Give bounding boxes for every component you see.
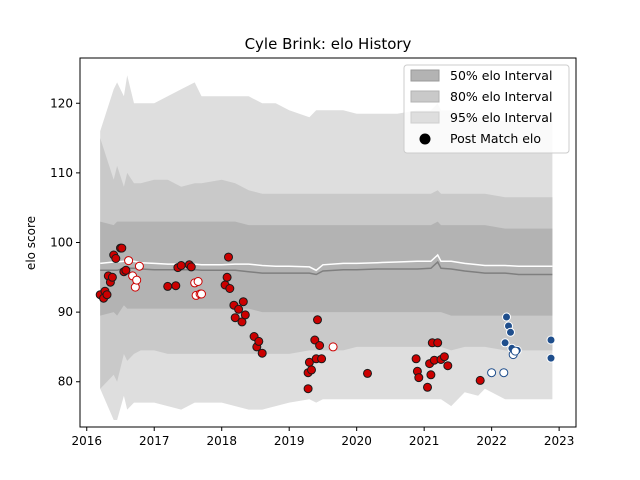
x-tick-label-2021: 2021 <box>409 434 440 448</box>
data-point-red-filled-12 <box>121 265 131 275</box>
legend: 50% elo Interval 80% elo Interval 95% el… <box>403 64 570 154</box>
y-tick-label-110: 110 <box>50 166 73 180</box>
data-point-red-filled-31 <box>254 336 264 346</box>
y-tick-label-100: 100 <box>50 236 73 250</box>
band-50 <box>100 221 553 316</box>
x-tick-label-2018: 2018 <box>206 434 237 448</box>
data-point-red-filled-39 <box>313 315 322 325</box>
data-point-red-filled-54 <box>443 361 453 371</box>
data-point-red-filled-42 <box>363 368 372 378</box>
y-axis-label: elo score <box>24 216 38 270</box>
data-point-blue-filled-6 <box>546 335 556 345</box>
data-point-red-filled-28 <box>240 310 250 320</box>
data-point-blue-filled-1 <box>502 312 511 322</box>
legend-label-95: 95% elo Interval <box>450 110 552 125</box>
legend-label-50: 50% elo Interval <box>450 68 552 83</box>
x-tick-label-2017: 2017 <box>139 434 170 448</box>
data-point-red-filled-20 <box>222 272 232 282</box>
legend-swatch-80 <box>410 90 440 103</box>
data-point-red-filled-45 <box>414 373 424 383</box>
legend-label-post-match: Post Match elo <box>450 131 541 146</box>
data-point-blue-open-3 <box>510 346 520 356</box>
x-tick-label-2022: 2022 <box>476 434 507 448</box>
data-point-blue-open-1 <box>499 368 509 378</box>
data-point-blue-filled-3 <box>506 327 515 337</box>
data-point-red-filled-10 <box>117 243 127 253</box>
data-point-blue-filled-0 <box>500 338 510 348</box>
data-point-red-filled-53 <box>439 352 449 362</box>
data-point-red-open-4 <box>134 261 144 271</box>
legend-marker-post-match <box>419 133 431 145</box>
legend-frame <box>403 64 570 154</box>
x-tick-label-2016: 2016 <box>71 434 102 448</box>
legend-swatch-95 <box>410 111 440 124</box>
data-point-red-filled-14 <box>171 281 181 291</box>
data-point-red-filled-55 <box>475 375 485 385</box>
data-point-red-filled-33 <box>303 384 313 394</box>
y-axis: 80 90 100 110 120 <box>50 96 80 389</box>
y-tick-label-90: 90 <box>58 305 73 319</box>
data-point-red-filled-22 <box>225 284 235 293</box>
x-tick-label-2023: 2023 <box>544 434 575 448</box>
x-tick-label-2019: 2019 <box>274 434 305 448</box>
data-point-red-filled-6 <box>107 272 117 282</box>
x-axis: 2016 2017 2018 2019 2020 2021 2022 2023 <box>71 427 574 448</box>
data-point-red-filled-16 <box>176 261 186 270</box>
data-point-red-filled-25 <box>234 304 244 314</box>
data-point-red-filled-46 <box>423 382 432 392</box>
data-point-red-filled-32 <box>257 348 267 358</box>
data-point-red-filled-24 <box>230 313 240 323</box>
y-tick-label-120: 120 <box>50 96 73 110</box>
interval-bands <box>100 75 553 421</box>
chart-title: Cyle Brink: elo History <box>245 35 412 53</box>
post-match-points <box>95 243 556 394</box>
x-tick-label-2020: 2020 <box>341 434 372 448</box>
data-point-red-filled-18 <box>186 262 196 272</box>
data-point-red-filled-43 <box>411 354 421 364</box>
data-point-red-filled-51 <box>433 338 443 348</box>
data-point-red-open-9 <box>197 289 206 299</box>
data-point-red-filled-48 <box>426 370 436 380</box>
data-point-red-open-3 <box>132 275 142 285</box>
data-point-blue-open-0 <box>487 368 497 378</box>
data-point-red-open-0 <box>124 256 134 266</box>
data-point-red-open-7 <box>193 277 203 286</box>
y-tick-label-80: 80 <box>58 375 73 389</box>
legend-swatch-50 <box>410 69 440 82</box>
data-point-red-filled-8 <box>111 254 121 263</box>
legend-label-80: 80% elo Interval <box>450 89 552 104</box>
data-point-red-filled-41 <box>317 354 327 364</box>
data-point-blue-filled-7 <box>546 353 556 363</box>
plot-area <box>95 75 556 421</box>
data-point-red-open-10 <box>328 342 338 352</box>
data-point-red-filled-21 <box>224 252 233 262</box>
data-point-red-filled-3 <box>102 290 112 300</box>
data-point-red-filled-27 <box>238 297 248 307</box>
data-point-red-filled-40 <box>315 341 325 350</box>
data-point-red-filled-36 <box>307 365 316 375</box>
data-point-red-filled-13 <box>163 281 173 291</box>
